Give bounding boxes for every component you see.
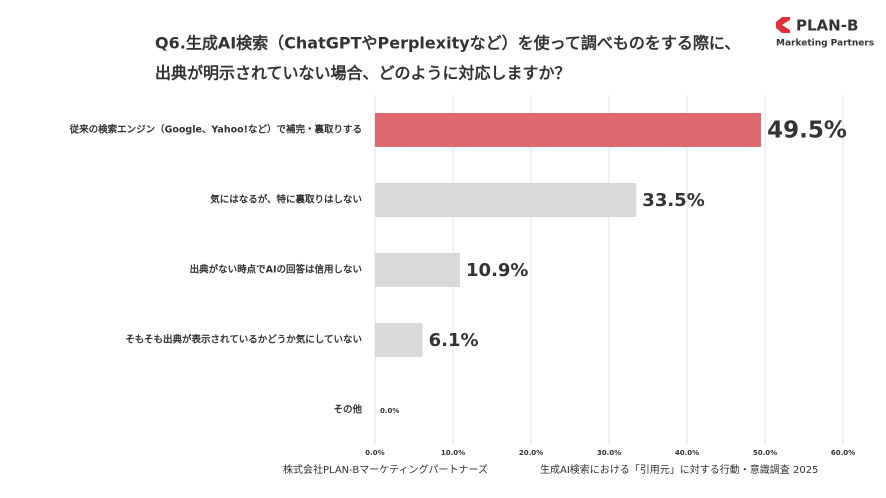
chart-title: Q6.生成AI検索（ChatGPTやPerplexityなど）を使って調べものを… <box>155 34 740 53</box>
y-tick-label: そもそも出典が表示されているかどうか気にしていない <box>125 334 362 346</box>
x-tick-label: 10.0% <box>441 449 465 457</box>
source: 生成AI検索における「引用元」に対する行動・意識調査 2025 <box>540 463 818 476</box>
source: 株式会社PLAN-Bマーケティングパートナーズ <box>283 463 488 476</box>
bar <box>375 183 637 217</box>
x-tick-label: 60.0% <box>831 449 855 457</box>
value-label: 33.5% <box>642 190 704 211</box>
bar <box>375 253 461 287</box>
value-label: 0.0% <box>380 407 399 415</box>
value-label: 6.1% <box>429 330 479 351</box>
x-tick-label: 30.0% <box>597 449 621 457</box>
y-tick-label: その他 <box>333 404 362 416</box>
x-tick-label: 0.0% <box>365 449 384 457</box>
logo-tagline: Marketing Partners <box>776 39 874 49</box>
logo-name: PLAN-B <box>796 17 858 35</box>
y-tick-label: 従来の検索エンジン（Google、Yahoo!など）で補完・裏取りする <box>69 124 362 136</box>
y-tick-label: 気にはなるが、特に裏取りはしない <box>210 194 362 206</box>
value-label: 10.9% <box>466 260 528 281</box>
bar <box>375 323 423 357</box>
bar <box>375 113 762 147</box>
y-tick-label: 出典がない時点でAIの回答は信用しない <box>190 264 362 276</box>
logo: PLAN-B Marketing Partners <box>776 17 874 49</box>
logo-icon-cut <box>782 20 790 30</box>
chart-title: 出典が明示されていない場合、どのように対応しますか？ <box>155 64 571 83</box>
x-tick-label: 20.0% <box>519 449 543 457</box>
x-tick-label: 50.0% <box>753 449 777 457</box>
value-label: 49.5% <box>767 118 847 144</box>
x-tick-label: 40.0% <box>675 449 699 457</box>
